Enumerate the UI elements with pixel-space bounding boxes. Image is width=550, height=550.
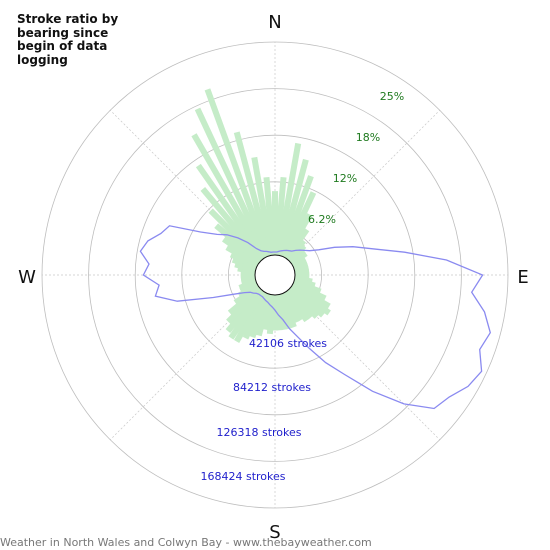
compass-s: S bbox=[269, 522, 280, 543]
center-hub bbox=[254, 254, 296, 296]
ratio-bar-320 bbox=[200, 187, 265, 262]
count-tick-label-2: 84212 strokes bbox=[233, 381, 311, 394]
ratio-bar-355 bbox=[263, 177, 277, 256]
grid-ring-4 bbox=[88, 88, 462, 462]
hub-circle bbox=[254, 254, 296, 296]
stroke-count-line bbox=[139, 225, 492, 410]
ratio-bar-330 bbox=[191, 133, 268, 260]
axis-labels: N E S W 6.2% 12% 18% 25% 42106 strokes 84212 stro… bbox=[18, 12, 529, 543]
grid-spoke-135 bbox=[288, 288, 441, 441]
ratio-tick-label-1: 6.2% bbox=[308, 213, 336, 226]
ratio-tick-label-3: 18% bbox=[356, 131, 380, 144]
grid-spoke-225 bbox=[109, 288, 262, 441]
grid-ring-3 bbox=[134, 134, 416, 416]
grid-spoke-45 bbox=[288, 109, 441, 262]
ratio-bar-15 bbox=[277, 158, 309, 257]
compass-w: W bbox=[18, 267, 36, 288]
compass-e: E bbox=[517, 267, 528, 288]
chart-title: Stroke ratio by bearing since begin of d… bbox=[17, 12, 119, 67]
stroke-count-line-group bbox=[139, 225, 492, 410]
count-tick-label-1: 42106 strokes bbox=[249, 337, 327, 350]
ratio-bars bbox=[191, 88, 331, 344]
ratio-bar-335 bbox=[194, 107, 270, 259]
grid-spoke-315 bbox=[109, 109, 262, 262]
ratio-bar-345 bbox=[233, 131, 273, 257]
ratio-bar-10 bbox=[275, 142, 302, 256]
ratio-tick-label-2: 12% bbox=[333, 172, 357, 185]
ratio-bar-340 bbox=[204, 88, 271, 258]
compass-n: N bbox=[268, 12, 281, 33]
ratio-bar-325 bbox=[195, 163, 266, 261]
footer-credit: Weather in North Wales and Colwyn Bay - … bbox=[0, 536, 372, 549]
polar-grid bbox=[41, 41, 509, 509]
count-tick-label-3: 126318 strokes bbox=[216, 426, 301, 439]
ratio-bar-350 bbox=[251, 156, 275, 256]
ratio-tick-label-4: 25% bbox=[380, 90, 404, 103]
count-tick-label-4: 168424 strokes bbox=[200, 470, 285, 483]
